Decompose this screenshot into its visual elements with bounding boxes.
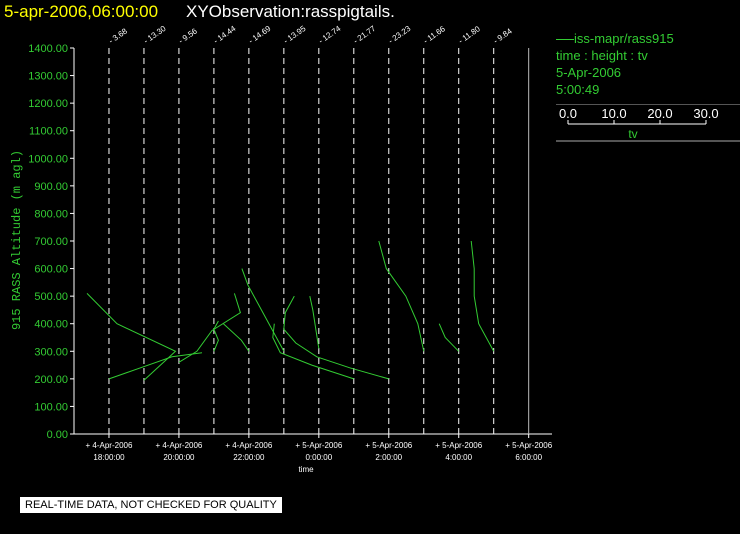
y-tick-label: 100.00 [34, 401, 68, 413]
legend-swatch [556, 39, 574, 41]
profile-line [241, 268, 285, 352]
profile-line [108, 352, 203, 380]
y-tick-label: 1100.00 [29, 126, 68, 138]
y-tick-label: 1000.00 [28, 153, 68, 165]
x-tick-date-label: + 4-Apr-2006 [225, 441, 272, 450]
y-tick-label: 600.00 [34, 264, 68, 276]
chart-axes: 0.00 100.00 200.00 300.00 400.00 500.00 600.00… [28, 43, 552, 462]
x-tick-date-label: + 5-Apr-2006 [365, 441, 412, 450]
profile-lines [86, 240, 495, 381]
profile-label: - 23.23 [387, 24, 413, 46]
y-tick-label: 700.00 [34, 236, 68, 248]
legend-series: iss-mapr/rass915 [556, 30, 674, 47]
quality-disclaimer: REAL-TIME DATA, NOT CHECKED FOR QUALITY [20, 497, 282, 513]
profile-label: - 14.69 [247, 24, 273, 46]
profile-line [178, 293, 241, 363]
x-tick-date-label: + 5-Apr-2006 [505, 441, 552, 450]
x-tick-time-label: 0:00:00 [305, 453, 332, 462]
profile-labels: - 3.68 - 13.30 - 9.56 - 14.44 - 14.69 - 13.95… [107, 24, 514, 46]
y-tick-label: 1200.00 [28, 98, 68, 110]
legend-scale-tick-label: 0.0 [559, 106, 577, 121]
profile-line [223, 323, 250, 352]
profile-label: - 11.80 [457, 24, 483, 46]
profile-label: - 21.77 [352, 24, 378, 46]
x-tick-time-label: 18:00:00 [93, 453, 125, 462]
profile-label: - 9.84 [492, 26, 514, 45]
legend-time: 5:00:49 [556, 82, 600, 97]
profile-line [272, 323, 354, 380]
profile-line [438, 323, 460, 352]
y-tick-label: 0.00 [47, 429, 68, 441]
profile-label: - 9.56 [177, 26, 199, 45]
profile-reference-lines [108, 48, 530, 434]
profile-line [378, 240, 425, 352]
legend-scale: 0.0 10.0 20.0 30.0 tv [556, 104, 740, 142]
profile-label: - 14.44 [212, 24, 238, 46]
x-tick-date-label: + 4-Apr-2006 [86, 441, 133, 450]
y-tick-label: 800.00 [34, 208, 68, 220]
legend-scale-tick-label: 10.0 [601, 106, 626, 121]
y-axis-label: 915 RASS Altitude (m agl) [10, 150, 24, 330]
y-tick-label: 200.00 [34, 374, 68, 386]
profile-label: - 13.30 [142, 24, 168, 46]
y-tick-label: 500.00 [34, 291, 68, 303]
legend-panel: iss-mapr/rass915 time : height : tv 5-Ap… [556, 30, 674, 98]
y-tick-label: 300.00 [34, 346, 68, 358]
legend-variables: time : height : tv [556, 48, 648, 63]
y-tick-label: 400.00 [34, 319, 68, 331]
legend-date: 5-Apr-2006 [556, 65, 622, 80]
x-tick-date-label: + 5-Apr-2006 [435, 441, 482, 450]
profile-line [213, 320, 219, 352]
x-tick-date-label: + 5-Apr-2006 [295, 441, 342, 450]
y-tick-label: 1400.00 [28, 43, 68, 55]
legend-scale-axis: 0.0 10.0 20.0 30.0 tv [559, 106, 719, 141]
profile-line [470, 240, 495, 352]
x-tick-time-label: 6:00:00 [515, 453, 542, 462]
legend-series-name: iss-mapr/rass915 [574, 31, 674, 46]
page-title: XYObservation:rasspigtails. [186, 2, 395, 21]
profile-label: - 13.95 [282, 24, 308, 46]
legend-scale-label: tv [628, 127, 637, 141]
profile-label: - 3.68 [107, 26, 129, 45]
profile-line [309, 295, 320, 349]
profile-line [283, 295, 389, 380]
x-tick-time-label: 22:00:00 [233, 453, 265, 462]
x-axis-label: time [298, 465, 314, 474]
x-tick-time-label: 2:00:00 [375, 453, 402, 462]
x-tick-time-label: 20:00:00 [163, 453, 195, 462]
legend-scale-tick-label: 30.0 [693, 106, 718, 121]
y-tick-label: 900.00 [34, 181, 68, 193]
title-date-stamp: 5-apr-2006,06:00:00 [4, 2, 159, 21]
x-tick-date-label: + 4-Apr-2006 [155, 441, 202, 450]
profile-label: - 11.66 [422, 24, 448, 46]
profile-line [86, 293, 177, 381]
y-tick-label: 1300.00 [28, 71, 68, 83]
x-tick-time-label: 4:00:00 [445, 453, 472, 462]
profile-label: - 12.74 [317, 24, 343, 46]
legend-scale-tick-label: 20.0 [647, 106, 672, 121]
